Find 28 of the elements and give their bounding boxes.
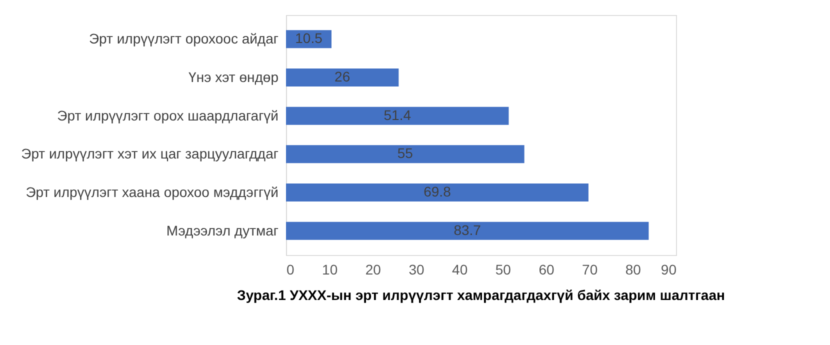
x-tick-label: 90 xyxy=(660,262,677,278)
text: Зураг.1 УХХХ-ын эрт илрүүлэгт хамрагдагдахгүй байх зарим шалтгаан xyxy=(237,287,725,303)
bar xyxy=(286,68,399,86)
x-tick-label: 60 xyxy=(538,262,554,278)
data-label: 10.5 xyxy=(295,30,323,46)
data-label: 83.7 xyxy=(454,222,482,238)
data-label: 26 xyxy=(334,68,350,84)
y-tick-label: Эрт илрүүлэгт орох шаардлагагүй xyxy=(57,107,278,124)
y-tick-label: Эрт илрүүлэгт хаана орохоо мэддэггүй xyxy=(26,184,278,200)
data-label: 69.8 xyxy=(424,184,452,200)
data-label: 51.4 xyxy=(384,106,412,123)
x-tick-label: 0 xyxy=(286,262,294,278)
y-tick-label: Эрт илрүүлэгт орохоос айдаг xyxy=(88,30,278,47)
bar xyxy=(286,106,509,125)
bar xyxy=(286,184,588,202)
x-tick-label: 70 xyxy=(582,262,598,278)
x-tick-label: 80 xyxy=(625,262,642,278)
y-tick-label: Үнэ хэт өндөр xyxy=(188,69,279,85)
x-tick-label: 30 xyxy=(408,262,424,278)
x-tick-label: 10 xyxy=(322,262,338,278)
bar xyxy=(286,145,524,164)
y-tick-label: Мэдээлэл дутмаг xyxy=(166,222,278,238)
data-label: 55 xyxy=(397,145,414,162)
y-tick-label: Эрт илрүүлэгт хэт их цаг зарцуулагддаг xyxy=(21,146,278,162)
x-tick-label: 40 xyxy=(452,262,468,278)
bar xyxy=(286,222,649,240)
x-tick-label: 20 xyxy=(365,262,382,278)
x-tick-label: 50 xyxy=(495,262,512,278)
